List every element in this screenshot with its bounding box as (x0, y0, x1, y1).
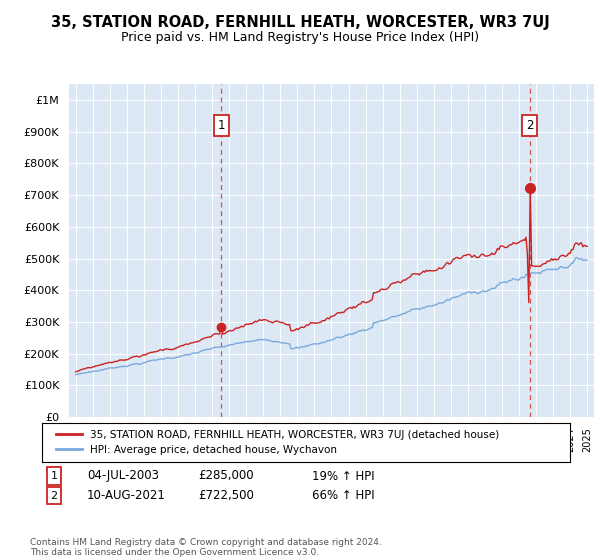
Text: 04-JUL-2003: 04-JUL-2003 (87, 469, 159, 483)
Legend: 35, STATION ROAD, FERNHILL HEATH, WORCESTER, WR3 7UJ (detached house), HPI: Aver: 35, STATION ROAD, FERNHILL HEATH, WORCES… (52, 427, 502, 458)
Text: Contains HM Land Registry data © Crown copyright and database right 2024.
This d: Contains HM Land Registry data © Crown c… (30, 538, 382, 557)
Text: 1: 1 (50, 471, 58, 481)
Text: 10-AUG-2021: 10-AUG-2021 (87, 489, 166, 502)
Text: 35, STATION ROAD, FERNHILL HEATH, WORCESTER, WR3 7UJ: 35, STATION ROAD, FERNHILL HEATH, WORCES… (50, 15, 550, 30)
Text: £285,000: £285,000 (198, 469, 254, 483)
Text: 66% ↑ HPI: 66% ↑ HPI (312, 489, 374, 502)
Text: £722,500: £722,500 (198, 489, 254, 502)
Text: 1: 1 (218, 119, 225, 132)
Text: 2: 2 (50, 491, 58, 501)
Text: 2: 2 (526, 119, 533, 132)
Text: Price paid vs. HM Land Registry's House Price Index (HPI): Price paid vs. HM Land Registry's House … (121, 31, 479, 44)
Text: 19% ↑ HPI: 19% ↑ HPI (312, 469, 374, 483)
